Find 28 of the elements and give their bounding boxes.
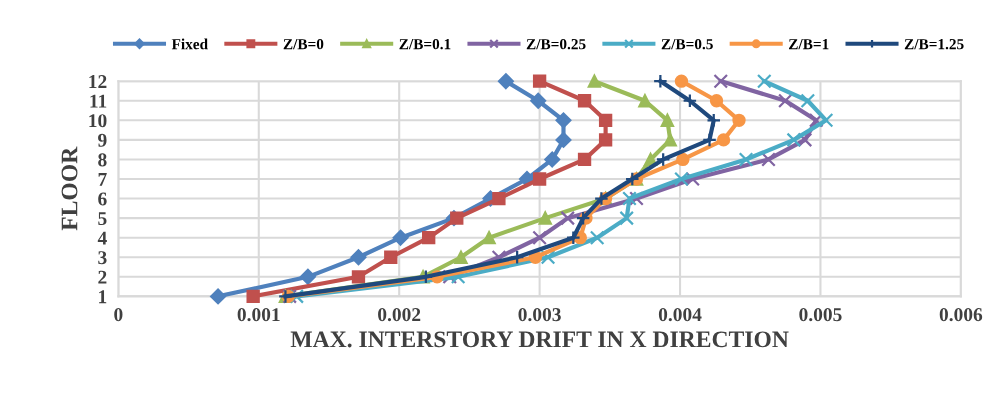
y-tick-label: 4 — [97, 231, 107, 245]
y-tick-label: 8 — [98, 153, 107, 167]
y-tick-label: 7 — [98, 173, 107, 186]
y-tick-label: 1 — [99, 290, 107, 304]
y-tick-label: 2 — [98, 270, 107, 284]
x-tick-label: 0 — [114, 308, 123, 322]
legend-label: Z/B=0.5 — [661, 38, 713, 50]
y-tick-label: 10 — [89, 114, 107, 128]
legend-label: Z/B=0.1 — [399, 38, 451, 50]
y-tick-label: 5 — [98, 212, 107, 226]
y-tick-label: 11 — [90, 94, 107, 108]
x-tick-label: 0.002 — [378, 308, 421, 322]
y-tick-label: 12 — [89, 75, 107, 88]
y-tick-label: 9 — [98, 133, 107, 147]
y-tick-label: 3 — [98, 251, 107, 265]
legend-label: Z/B=1.25 — [904, 39, 964, 50]
y-tick-label: 6 — [98, 192, 107, 206]
legend-label: Fixed — [171, 38, 208, 50]
legend-label: Z/B=1 — [789, 39, 829, 50]
legend-label: Z/B=0.25 — [526, 38, 586, 50]
x-tick-label: 0.005 — [799, 308, 842, 322]
legend-label: Z/B=0 — [283, 38, 324, 50]
x-axis-title: MAX. INTERSTORY DRIFT IN X DIRECTION — [290, 331, 789, 348]
y-axis-title: FLOOR — [61, 146, 78, 231]
x-tick-label: 0.004 — [658, 308, 702, 322]
x-tick-label: 0.001 — [237, 308, 280, 322]
x-tick-label: 0.003 — [518, 308, 561, 322]
x-tick-label: 0.006 — [939, 308, 983, 322]
